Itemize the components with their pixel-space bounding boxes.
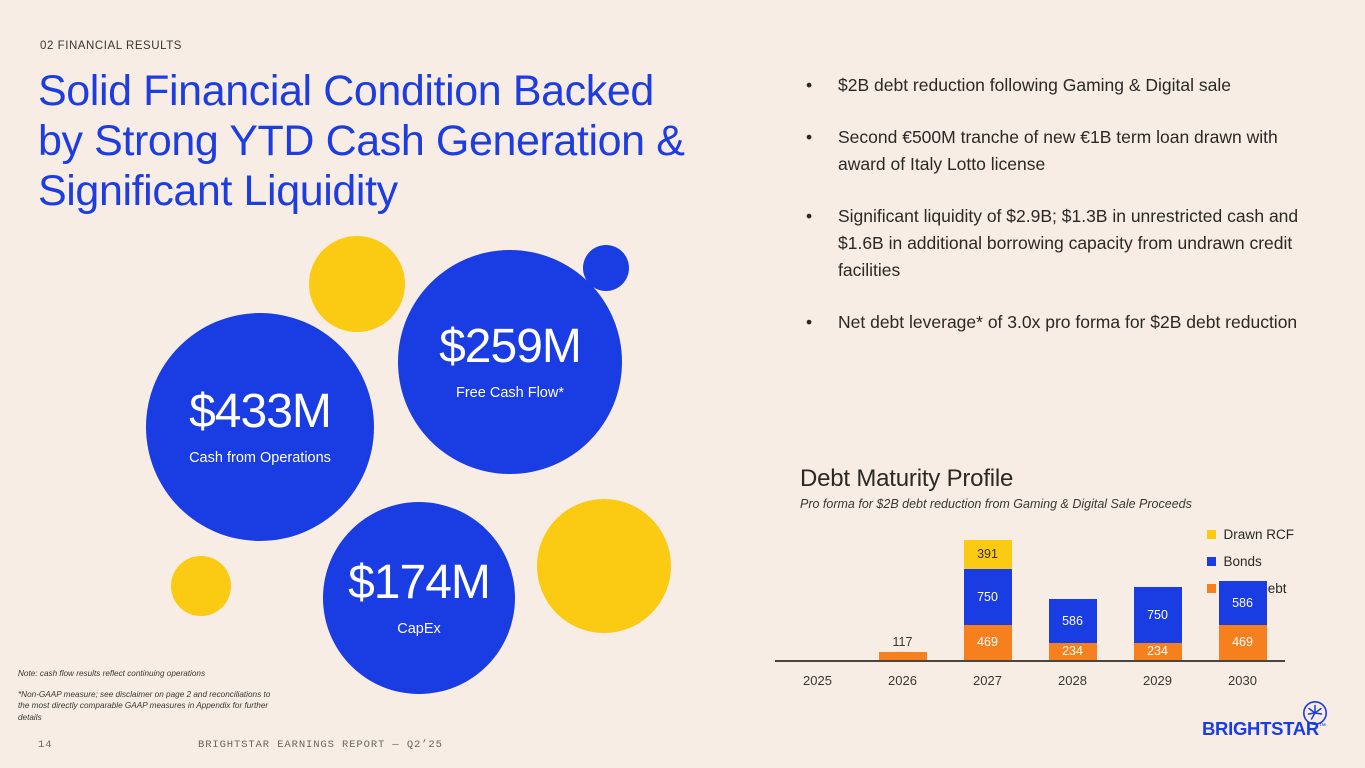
chart-plot-area: 117 391 750 469 586: [775, 540, 1295, 690]
metric-label: CapEx: [397, 621, 441, 637]
bullet-marker: •: [806, 127, 813, 147]
list-item: • Significant liquidity of $2.9B; $1.3B …: [800, 203, 1300, 284]
wordmark-text: BRIGHTSTAR: [1202, 718, 1319, 739]
bar-segment-bonds: 750: [1133, 587, 1182, 643]
list-item: • $2B debt reduction following Gaming & …: [800, 72, 1300, 99]
list-item: • Net debt leverage* of 3.0x pro forma f…: [800, 309, 1300, 336]
debt-maturity-chart: Debt Maturity Profile Pro forma for $2B …: [775, 465, 1310, 725]
legend-item-bonds: Bonds: [1207, 554, 1294, 569]
bar-total-label-2026: 117: [892, 635, 913, 649]
metric-label: Cash from Operations: [189, 450, 331, 466]
brand-lockup: BRIGHTSTAR™: [1202, 700, 1342, 742]
star-burst-circle-icon: [1302, 700, 1328, 731]
decorative-circle-yellow-2: [537, 499, 671, 633]
bar-segment-bank-debt: [878, 652, 927, 660]
legend-label: Bonds: [1223, 554, 1262, 569]
metric-value: $174M: [348, 556, 491, 609]
section-eyebrow: 02 FINANCIAL RESULTS: [40, 40, 183, 52]
page-number: 14: [38, 739, 53, 751]
bar-segment-bonds: 586: [1048, 599, 1097, 643]
chart-subtitle: Pro forma for $2B debt reduction from Ga…: [800, 497, 1192, 511]
highlights-panel: • $2B debt reduction following Gaming & …: [800, 72, 1300, 361]
bar-segment-drawn-rcf: 391: [963, 540, 1012, 569]
bar-stack: 750 234: [1133, 587, 1182, 660]
bar-stack: 586 469: [1218, 581, 1267, 660]
brightstar-wordmark: BRIGHTSTAR™: [1202, 718, 1326, 740]
x-tick-2025: 2025: [803, 673, 832, 688]
x-tick-2030: 2030: [1228, 673, 1257, 688]
bar-stack: [878, 652, 927, 660]
legend-swatch-bank-debt: [1207, 584, 1217, 593]
bar-segment-bonds: 750: [963, 569, 1012, 625]
legend-swatch-bonds: [1207, 557, 1217, 566]
footnotes: Note: cash flow results reflect continui…: [18, 668, 278, 723]
page-title: Solid Financial Condition Backed by Stro…: [38, 67, 685, 215]
x-tick-2027: 2027: [973, 673, 1002, 688]
bar-segment-bank-debt: 234: [1133, 643, 1182, 660]
bar-stack: 391 750 469: [963, 540, 1012, 660]
chart-x-axis-line: [775, 660, 1285, 662]
bar-segment-bank-debt: 469: [963, 625, 1012, 660]
decorative-circle-yellow-3: [171, 556, 231, 616]
bar-column-2026: 117: [860, 540, 945, 660]
trademark-symbol: ™: [1318, 722, 1326, 730]
footnote-non-gaap: *Non-GAAP measure; see disclaimer on pag…: [18, 689, 271, 722]
chart-x-tick-labels: 2025 2026 2027 2028 2029 2030: [775, 673, 1285, 688]
bar-column-2029: 750 234: [1115, 540, 1200, 660]
list-item-text: Net debt leverage* of 3.0x pro forma for…: [838, 312, 1298, 332]
bar-stack: 586 234: [1048, 599, 1097, 660]
legend-swatch-drawn-rcf: [1207, 530, 1217, 539]
list-item: • Second €500M tranche of new €1B term l…: [800, 124, 1300, 178]
bar-column-2027: 391 750 469: [945, 540, 1030, 660]
bar-column-2028: 586 234: [1030, 540, 1115, 660]
list-item-text: Significant liquidity of $2.9B; $1.3B in…: [838, 206, 1299, 280]
bar-segment-bank-debt: 234: [1048, 643, 1097, 660]
list-item-text: Second €500M tranche of new €1B term loa…: [838, 127, 1278, 174]
bar-column-2025: [775, 540, 860, 660]
bullet-marker: •: [806, 312, 813, 332]
bullet-marker: •: [806, 206, 813, 226]
decorative-circle-yellow-1: [309, 236, 405, 332]
highlights-list: • $2B debt reduction following Gaming & …: [800, 72, 1300, 336]
x-tick-2026: 2026: [888, 673, 917, 688]
metric-value: $433M: [189, 385, 332, 438]
legend-label: Drawn RCF: [1223, 527, 1294, 542]
metric-value: $259M: [439, 320, 582, 373]
footnote-note: Note: cash flow results reflect continui…: [18, 669, 206, 678]
x-tick-2028: 2028: [1058, 673, 1087, 688]
x-tick-2029: 2029: [1143, 673, 1172, 688]
bar-column-2030: 586 469: [1200, 540, 1285, 660]
chart-bars: 117 391 750 469 586: [775, 540, 1285, 660]
bar-segment-bonds: 586: [1218, 581, 1267, 625]
metric-bubble-free-cash-flow: $259M Free Cash Flow*: [398, 250, 622, 474]
chart-title: Debt Maturity Profile: [800, 465, 1014, 492]
metric-bubbles: $433M Cash from Operations $259M Free Ca…: [0, 225, 720, 710]
metric-bubble-cash-from-operations: $433M Cash from Operations: [146, 313, 374, 541]
metric-label: Free Cash Flow*: [456, 385, 564, 401]
legend-item-drawn-rcf: Drawn RCF: [1207, 527, 1294, 542]
metric-bubble-capex: $174M CapEx: [323, 502, 515, 694]
bullet-marker: •: [806, 75, 813, 95]
slide-footer: 14 BRIGHTSTAR EARNINGS REPORT — Q2’25: [0, 739, 1365, 759]
list-item-text: $2B debt reduction following Gaming & Di…: [838, 75, 1231, 95]
footer-document-title: BRIGHTSTAR EARNINGS REPORT — Q2’25: [198, 739, 443, 751]
bar-segment-bank-debt: 469: [1218, 625, 1267, 660]
